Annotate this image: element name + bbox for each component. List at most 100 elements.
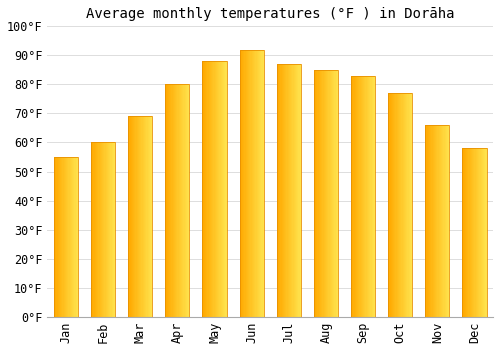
Bar: [107, 142, 108, 317]
Bar: [260, 49, 262, 317]
Bar: [166, 84, 190, 317]
Bar: [283, 64, 284, 317]
Bar: [104, 142, 106, 317]
Bar: [406, 93, 408, 317]
Bar: [398, 93, 399, 317]
Bar: [295, 64, 296, 317]
Bar: [64, 157, 65, 317]
Bar: [77, 157, 78, 317]
Bar: [178, 84, 180, 317]
Bar: [288, 64, 289, 317]
Bar: [73, 157, 74, 317]
Bar: [364, 76, 366, 317]
Bar: [392, 93, 393, 317]
Bar: [56, 157, 58, 317]
Bar: [132, 116, 133, 317]
Bar: [76, 157, 77, 317]
Bar: [187, 84, 188, 317]
Bar: [243, 49, 244, 317]
Bar: [250, 49, 252, 317]
Bar: [314, 70, 315, 317]
Bar: [279, 64, 280, 317]
Bar: [110, 142, 112, 317]
Bar: [259, 49, 260, 317]
Bar: [467, 148, 468, 317]
Bar: [402, 93, 404, 317]
Bar: [258, 49, 259, 317]
Bar: [326, 70, 327, 317]
Bar: [68, 157, 70, 317]
Bar: [168, 84, 169, 317]
Bar: [206, 61, 208, 317]
Bar: [112, 142, 113, 317]
Bar: [247, 49, 248, 317]
Bar: [55, 157, 56, 317]
Bar: [72, 157, 73, 317]
Bar: [148, 116, 150, 317]
Bar: [170, 84, 172, 317]
Bar: [140, 116, 141, 317]
Bar: [357, 76, 358, 317]
Bar: [66, 157, 67, 317]
Bar: [184, 84, 186, 317]
Bar: [321, 70, 322, 317]
Bar: [428, 125, 429, 317]
Bar: [442, 125, 444, 317]
Bar: [202, 61, 203, 317]
Bar: [218, 61, 220, 317]
Bar: [429, 125, 430, 317]
Bar: [441, 125, 442, 317]
Bar: [128, 116, 130, 317]
Bar: [411, 93, 412, 317]
Bar: [142, 116, 144, 317]
Bar: [166, 84, 168, 317]
Bar: [483, 148, 484, 317]
Bar: [276, 64, 278, 317]
Bar: [109, 142, 110, 317]
Bar: [188, 84, 190, 317]
Bar: [432, 125, 434, 317]
Bar: [217, 61, 218, 317]
Bar: [244, 49, 246, 317]
Bar: [430, 125, 432, 317]
Bar: [482, 148, 483, 317]
Bar: [139, 116, 140, 317]
Bar: [438, 125, 440, 317]
Bar: [324, 70, 326, 317]
Bar: [98, 142, 100, 317]
Bar: [284, 64, 285, 317]
Bar: [212, 61, 214, 317]
Bar: [181, 84, 182, 317]
Bar: [114, 142, 115, 317]
Bar: [388, 93, 390, 317]
Bar: [102, 142, 103, 317]
Bar: [223, 61, 224, 317]
Bar: [327, 70, 328, 317]
Bar: [242, 49, 243, 317]
Bar: [476, 148, 477, 317]
Bar: [334, 70, 336, 317]
Bar: [240, 49, 241, 317]
Bar: [388, 93, 412, 317]
Title: Average monthly temperatures (°F ) in Dorāha: Average monthly temperatures (°F ) in Do…: [86, 7, 455, 21]
Bar: [337, 70, 338, 317]
Bar: [151, 116, 152, 317]
Bar: [91, 142, 92, 317]
Bar: [296, 64, 298, 317]
Bar: [328, 70, 330, 317]
Bar: [74, 157, 76, 317]
Bar: [113, 142, 114, 317]
Bar: [248, 49, 250, 317]
Bar: [436, 125, 438, 317]
Bar: [210, 61, 211, 317]
Bar: [434, 125, 435, 317]
Bar: [315, 70, 316, 317]
Bar: [134, 116, 136, 317]
Bar: [462, 148, 486, 317]
Bar: [208, 61, 210, 317]
Bar: [478, 148, 480, 317]
Bar: [354, 76, 356, 317]
Bar: [290, 64, 291, 317]
Bar: [291, 64, 292, 317]
Bar: [440, 125, 441, 317]
